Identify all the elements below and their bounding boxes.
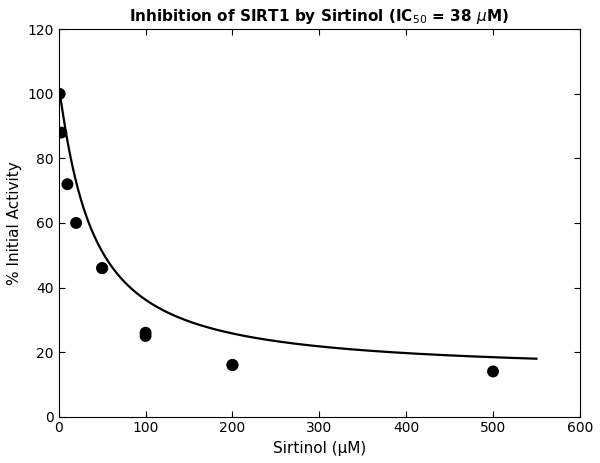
Point xyxy=(227,361,237,369)
Point xyxy=(488,368,498,375)
Point xyxy=(141,332,151,340)
X-axis label: Sirtinol (μM): Sirtinol (μM) xyxy=(272,441,366,456)
Point xyxy=(141,329,151,337)
Point xyxy=(62,181,72,188)
Point xyxy=(55,90,64,98)
Point xyxy=(56,129,66,136)
Point xyxy=(97,264,107,272)
Y-axis label: % Initial Activity: % Initial Activity xyxy=(7,161,22,285)
Point xyxy=(97,264,107,272)
Point xyxy=(71,219,81,227)
Title: Inhibition of SIRT1 by Sirtinol (IC$_{50}$ = 38 $\mu$M): Inhibition of SIRT1 by Sirtinol (IC$_{50… xyxy=(130,7,509,26)
Point xyxy=(227,361,237,369)
